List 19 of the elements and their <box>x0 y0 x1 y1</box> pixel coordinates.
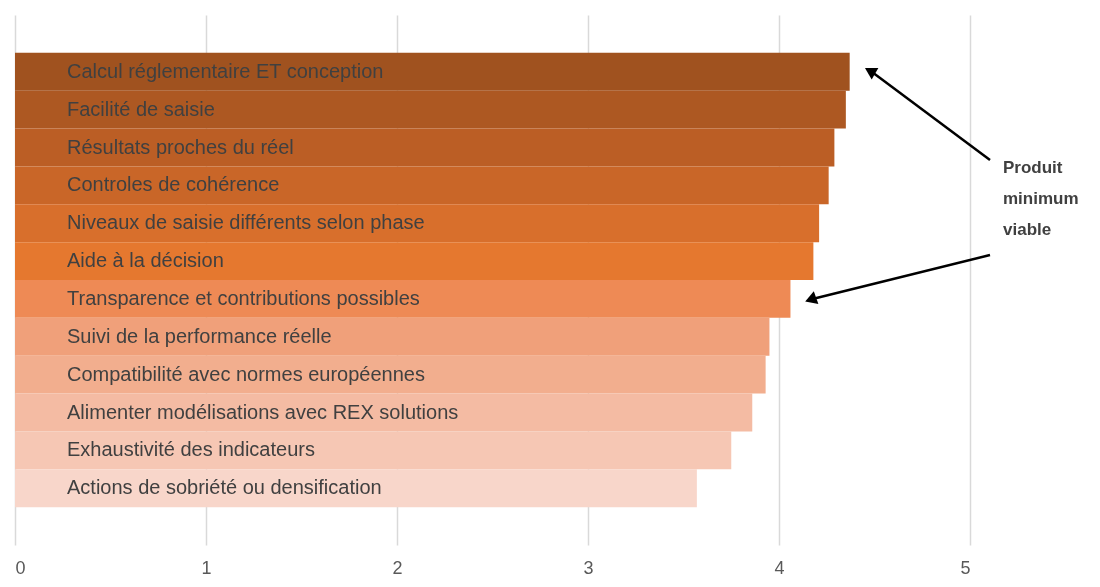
y-tick-label: Calcul réglementaire ET conception <box>67 59 384 82</box>
y-tick-label: Suivi de la performance réelle <box>67 324 332 347</box>
x-tick-label: 3 <box>583 557 594 578</box>
y-tick-label: Compatibilité avec normes européennes <box>67 362 425 385</box>
text: Produit minimum viable <box>1003 158 1079 239</box>
y-tick-label: Exhaustivité des indicateurs <box>67 438 315 461</box>
y-tick-label: Facilité de saisie <box>67 97 215 120</box>
y-tick-label: Résultats proches du réel <box>67 135 294 158</box>
y-tick-label: Transparence et contributions possibles <box>67 286 420 309</box>
x-tick-label: 4 <box>774 557 785 578</box>
x-tick-label: 2 <box>392 557 403 578</box>
x-tick-label: 1 <box>201 557 212 578</box>
y-tick-label: Niveaux de saisie différents selon phase <box>67 211 425 234</box>
y-tick-label: Actions de sobriété ou densification <box>67 476 382 499</box>
x-tick-label: 5 <box>960 557 971 578</box>
y-tick-label: Controles de cohérence <box>67 173 280 196</box>
y-tick-label: Aide à la décision <box>67 249 224 272</box>
y-tick-label: Alimenter modélisations avec REX solutions <box>67 400 459 423</box>
x-tick-label: 0 <box>15 557 26 578</box>
